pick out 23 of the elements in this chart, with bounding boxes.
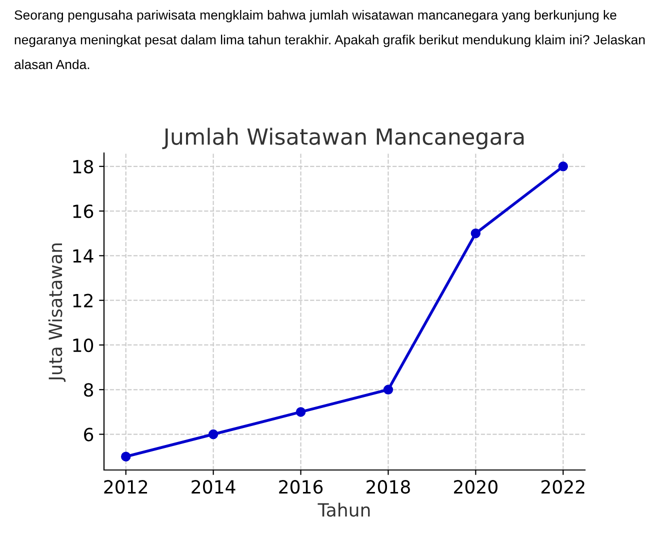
point	[470, 228, 481, 238]
point	[558, 162, 568, 172]
x-tick-label: 2018	[366, 480, 410, 494]
y-tick-label: 14	[73, 249, 94, 263]
x-tick-label: 2012	[104, 480, 148, 494]
text: Seorang pengusaha pariwisata mengklaim bahwa jumlah wisatawan mancanegara yang berkunjung ke negaranya meningkat pesat dalam lima tahun terakhir. Apakah grafik berikut mendukung klaim ini? Jelaskan alasan Anda.	[14, 10, 645, 70]
x-tick-label: 2020	[454, 480, 498, 494]
y-tick-label: 10	[73, 338, 94, 352]
x-tick-label: 2022	[541, 480, 584, 494]
y-axis-title: Juta Wisatawan	[48, 244, 66, 382]
point	[208, 429, 218, 440]
y-tick-label: 12	[73, 294, 92, 308]
x-tick-label: 2016	[279, 480, 323, 494]
point	[121, 452, 131, 462]
y-tick-label: 16	[73, 204, 94, 218]
x-tick-label: 2014	[192, 480, 236, 494]
y-tick-label: 18	[73, 160, 94, 174]
point	[296, 407, 306, 417]
point	[383, 384, 394, 394]
chart-title: Jumlah Wisatawan Mancanegara	[162, 128, 524, 150]
y-tick-label: 6	[84, 428, 94, 442]
x-axis-title: Tahun	[318, 502, 370, 517]
y-tick-label: 8	[84, 383, 94, 397]
